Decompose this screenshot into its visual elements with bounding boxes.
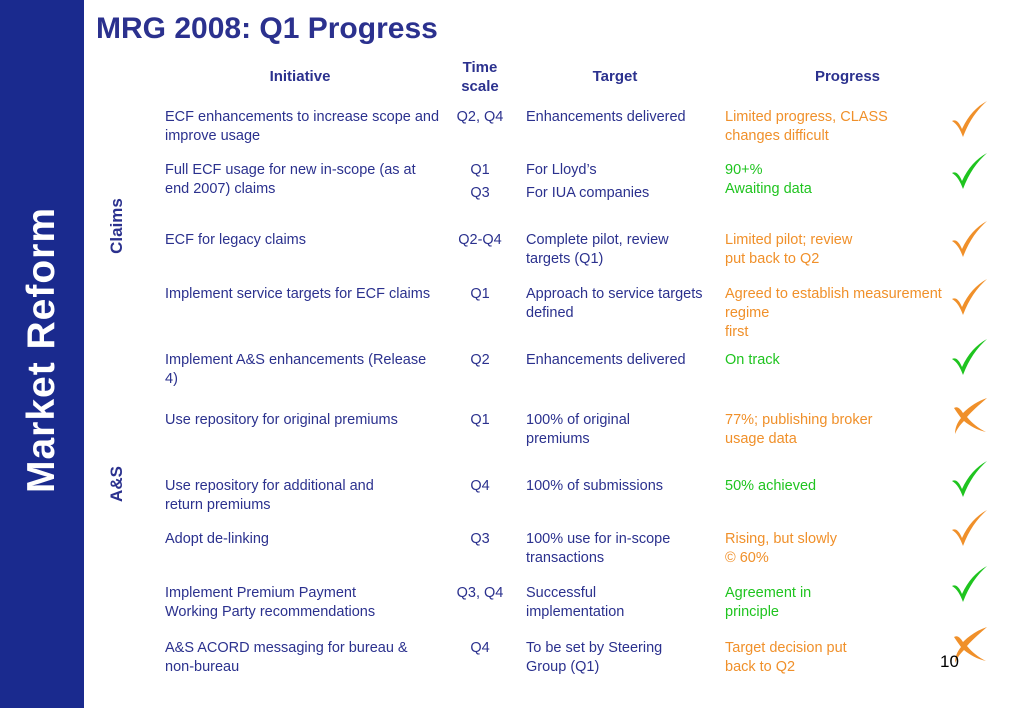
header-timescale: Time scale: [461, 59, 499, 95]
progress-cell: Limited pilot; review put back to Q2: [725, 232, 853, 267]
progress-cell: Limited progress, CLASS changes difficul…: [725, 109, 888, 144]
initiative-cell: Use repository for additional and return…: [165, 478, 374, 513]
check-icon: [948, 219, 990, 261]
initiative-cell: Full ECF usage for new in-scope (as at e…: [165, 162, 416, 197]
initiative-cell: Implement service targets for ECF claims: [165, 286, 431, 302]
group-label-as: A&S: [107, 466, 126, 502]
progress-cell: Target decision put back to Q2: [725, 640, 847, 675]
check-icon: [948, 508, 990, 550]
check-icon: [948, 99, 990, 141]
timescale-line: Q3: [470, 185, 490, 201]
timescale-line: Q1: [470, 162, 490, 178]
header-initiative: Initiative: [269, 68, 331, 85]
timescale-cell: Q1 Q3: [450, 161, 510, 203]
initiative-cell: Implement A&S enhancements (Release 4): [165, 352, 427, 387]
target-cell: For Lloyd’s For IUA companies: [526, 161, 716, 203]
progress-cell: 90+% Awaiting data: [725, 162, 812, 197]
progress-cell: On track: [725, 352, 780, 368]
group-label-claims: Claims: [107, 198, 126, 254]
target-cell: 100% of submissions: [526, 478, 664, 494]
initiative-cell: A&S ACORD messaging for bureau & non-bur…: [165, 640, 408, 675]
check-icon: [948, 564, 990, 606]
page-number: 10: [940, 652, 959, 671]
check-icon: [948, 337, 990, 379]
timescale-cell: Q2-Q4: [458, 232, 502, 248]
target-line: For IUA companies: [526, 185, 650, 201]
timescale-cell: Q3: [470, 531, 490, 547]
target-cell: Approach to service targets defined: [526, 286, 703, 321]
initiative-cell: Use repository for original premiums: [165, 412, 398, 428]
initiative-cell: Implement Premium Payment Working Party …: [165, 585, 376, 620]
timescale-cell: Q1: [470, 286, 490, 302]
progress-cell: 77%; publishing broker usage data: [725, 412, 873, 447]
target-cell: To be set by Steering Group (Q1): [526, 640, 663, 675]
check-icon: [948, 277, 990, 319]
timescale-cell: Q2: [470, 352, 490, 368]
target-cell: 100% use for in-scope transactions: [526, 531, 671, 566]
page-title: MRG 2008: Q1 Progress: [96, 12, 438, 45]
target-cell: Enhancements delivered: [526, 352, 686, 368]
target-cell: Enhancements delivered: [526, 109, 686, 125]
timescale-cell: Q1: [470, 412, 490, 428]
sidebar-title: Market Reform: [20, 206, 63, 494]
progress-cell: Agreement in principle: [725, 585, 812, 620]
check-icon: [948, 459, 990, 501]
header-target: Target: [592, 68, 638, 85]
progress-cell: Agreed to establish measurement regime f…: [725, 286, 942, 340]
cross-icon: [948, 625, 990, 667]
target-cell: Complete pilot, review targets (Q1): [526, 232, 669, 267]
target-line: For Lloyd’s: [526, 162, 597, 178]
target-cell: Successful implementation: [526, 585, 625, 620]
timescale-cell: Q4: [470, 478, 490, 494]
header-progress: Progress: [814, 68, 881, 85]
timescale-cell: Q2, Q4: [456, 109, 504, 125]
progress-cell: Rising, but slowly © 60%: [725, 531, 838, 566]
target-cell: 100% of original premiums: [526, 412, 630, 447]
cross-icon: [948, 396, 990, 438]
timescale-cell: Q4: [470, 640, 490, 656]
initiative-cell: ECF for legacy claims: [165, 232, 307, 248]
progress-cell: 50% achieved: [725, 478, 817, 494]
check-icon: [948, 151, 990, 193]
timescale-cell: Q3, Q4: [456, 585, 504, 601]
initiative-cell: ECF enhancements to increase scope and i…: [165, 109, 440, 144]
sidebar: Market Reform: [0, 0, 84, 708]
initiative-cell: Adopt de-linking: [165, 531, 269, 547]
